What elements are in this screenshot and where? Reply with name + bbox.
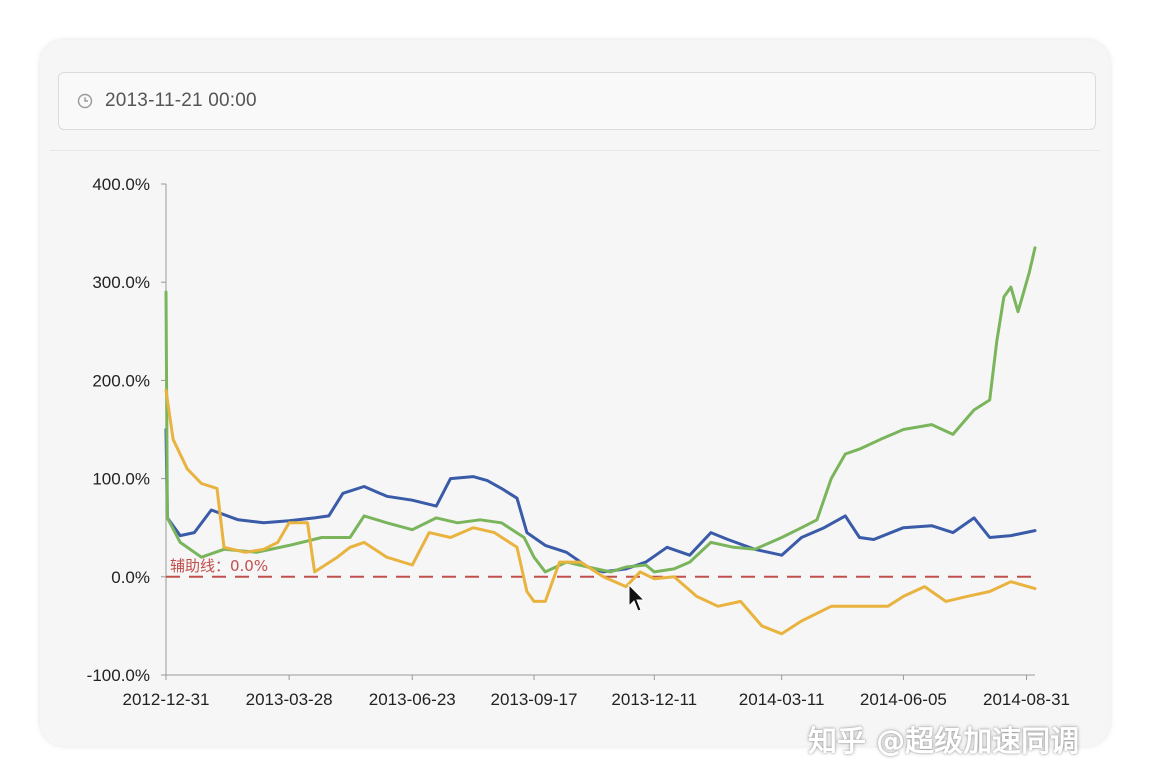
date-time-picker[interactable]: 2013-11-21 00:00	[58, 72, 1096, 130]
chart-card: 2013-11-21 00:00	[40, 40, 1110, 746]
x-tick-label: 2013-09-17	[490, 690, 577, 709]
mouse-cursor-icon	[628, 583, 646, 612]
y-tick-label: 300.0%	[92, 273, 150, 292]
y-tick-label: 400.0%	[92, 175, 150, 194]
x-tick-label: 2013-12-11	[611, 690, 697, 709]
date-time-value: 2013-11-21 00:00	[105, 90, 257, 111]
clock-icon	[77, 93, 93, 109]
y-tick-label: 0.0%	[111, 568, 150, 587]
series-line-1[interactable]	[164, 428, 1037, 574]
reference-line-label: 辅助线：0.0%	[170, 557, 268, 575]
y-tick-label: 100.0%	[92, 470, 150, 489]
x-tick-label: 2014-03-11	[739, 690, 825, 709]
ruler-divider	[50, 150, 1100, 169]
x-tick-label: 2013-06-23	[369, 690, 456, 709]
x-tick-label: 2014-06-05	[860, 690, 947, 709]
y-tick-label: 200.0%	[92, 371, 150, 390]
series-line-2[interactable]	[164, 246, 1037, 574]
x-tick-label: 2013-03-28	[246, 690, 333, 709]
y-tick-label: -100.0%	[87, 666, 150, 685]
x-tick-label: 2012-12-31	[123, 690, 210, 709]
watermark: 知乎 @超级加速同调	[808, 724, 1080, 758]
x-tick-label: 2014-08-31	[983, 690, 1070, 709]
series-line-3[interactable]	[164, 388, 1037, 636]
